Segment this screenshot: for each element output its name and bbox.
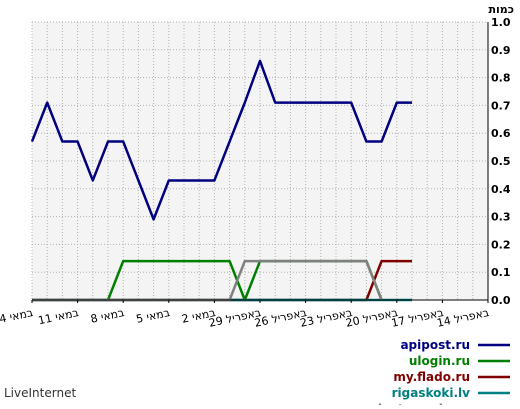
y-tick-label: 0.0 bbox=[491, 294, 511, 307]
x-tick-label: 14 באפריל bbox=[436, 306, 491, 330]
y-tick-label: 0.1 bbox=[491, 266, 511, 279]
x-tick-label: 5 במאי bbox=[135, 306, 171, 326]
y-tick-label: 0.9 bbox=[491, 44, 511, 57]
series-line-apipost-ru bbox=[30, 59, 412, 221]
y-tick-label: 0.5 bbox=[491, 155, 511, 168]
y-tick-label: 0.4 bbox=[491, 183, 511, 196]
y-tick-label: 0.3 bbox=[491, 211, 511, 224]
x-tick-label: 8 במאי bbox=[89, 306, 125, 326]
y-tick-label: 1.0 bbox=[491, 16, 511, 29]
legend-label: my.flado.ru bbox=[393, 370, 470, 384]
y-tick-label: 0.6 bbox=[491, 127, 511, 140]
legend-label: ulogin.ru bbox=[409, 354, 470, 368]
legend-label: apipost.ru bbox=[400, 338, 470, 352]
x-tick-label: 14 במאי bbox=[0, 306, 34, 327]
y-tick-label: 0.2 bbox=[491, 238, 511, 251]
legend-label: rigaskoki.lv bbox=[392, 386, 471, 400]
liveinternet-brand[interactable]: LiveInternet bbox=[4, 386, 77, 400]
y-axis-title: כמות bbox=[489, 3, 514, 16]
x-tick-label: 11 במאי bbox=[37, 306, 80, 327]
y-tick-label: 0.8 bbox=[491, 72, 511, 85]
y-tick-label: 0.7 bbox=[491, 99, 511, 112]
